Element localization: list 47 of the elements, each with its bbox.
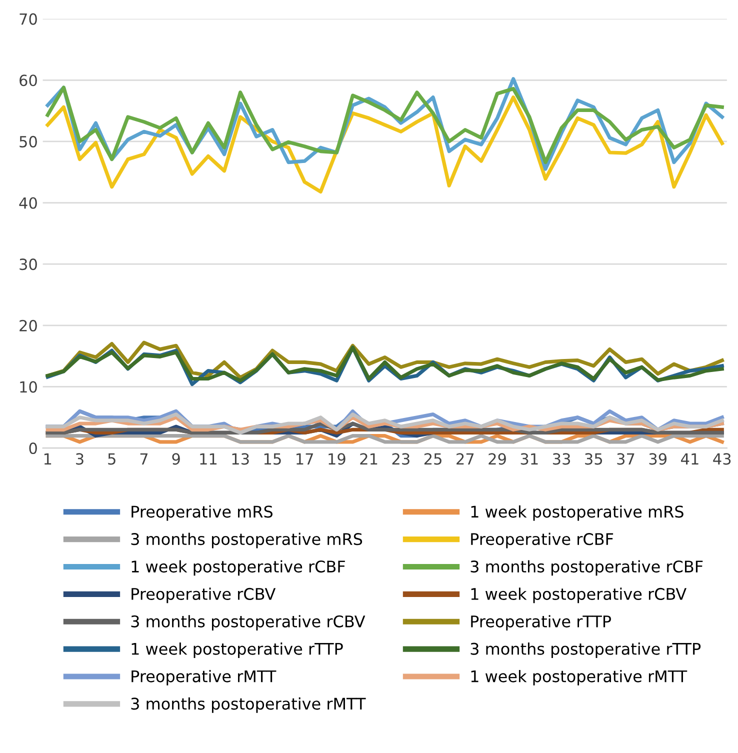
- legend-label: 3 months postoperative rCBF: [470, 560, 703, 576]
- legend-label: Preoperative rTTP: [471, 615, 611, 631]
- x-tick-label: 19: [328, 453, 346, 465]
- x-tick-label: 11: [200, 453, 217, 465]
- x-tick-label: 13: [232, 453, 249, 465]
- legend-label: 1 week postoperative rCBF: [132, 560, 345, 576]
- y-tick-label: 0: [29, 442, 37, 454]
- x-tick-label: 1: [44, 453, 52, 465]
- y-tick-label: 20: [20, 320, 37, 332]
- y-tick-label: 40: [19, 197, 37, 209]
- x-tick-label: 43: [713, 453, 731, 465]
- x-tick-label: 29: [488, 453, 506, 465]
- legend-label: 1 week postoperative rMTT: [471, 670, 688, 686]
- legend-label: 1 week postoperative rTTP: [132, 642, 343, 658]
- legend-label: Preoperative rCBV: [132, 588, 276, 604]
- x-tick-label: 7: [140, 453, 148, 465]
- x-tick-label: 33: [552, 453, 570, 465]
- x-tick-label: 3: [76, 453, 84, 465]
- x-tick-label: 41: [681, 453, 698, 465]
- legend-label: Preoperative mRS: [132, 505, 272, 521]
- x-tick-label: 5: [108, 453, 116, 465]
- x-tick-label: 15: [264, 453, 281, 465]
- x-tick-label: 21: [360, 453, 378, 465]
- x-tick-label: 35: [585, 453, 602, 465]
- legend-label: 3 months postoperative rTTP: [470, 642, 701, 658]
- line-series: [46, 96, 724, 194]
- x-tick-label: 27: [456, 453, 474, 465]
- y-tick-label: 50: [20, 136, 37, 148]
- legend-label: 3 months postoperative rMTT: [131, 697, 366, 713]
- x-tick-label: 9: [172, 453, 180, 465]
- legend-label: 3 months postoperative rCBV: [131, 615, 366, 631]
- x-tick-label: 39: [649, 453, 667, 465]
- x-tick-label: 17: [296, 453, 313, 465]
- x-tick-label: 31: [520, 453, 538, 465]
- x-tick-label: 37: [617, 453, 634, 465]
- y-tick-label: 60: [20, 74, 37, 86]
- y-tick-label: 10: [20, 381, 37, 393]
- legend-label: 3 months postoperative mRS: [131, 532, 362, 548]
- legend-label: Preoperative rCBF: [471, 532, 614, 548]
- y-tick-label: 30: [20, 258, 37, 270]
- legend-label: 1 week postoperative mRS: [471, 505, 684, 521]
- x-tick-label: 23: [392, 453, 410, 465]
- line-series: [46, 86, 724, 164]
- x-tick-label: 25: [424, 453, 442, 465]
- y-tick-label: 70: [20, 13, 37, 25]
- legend-label: Preoperative rMTT: [132, 670, 276, 686]
- legend-label: 1 week postoperative rCBV: [471, 588, 686, 604]
